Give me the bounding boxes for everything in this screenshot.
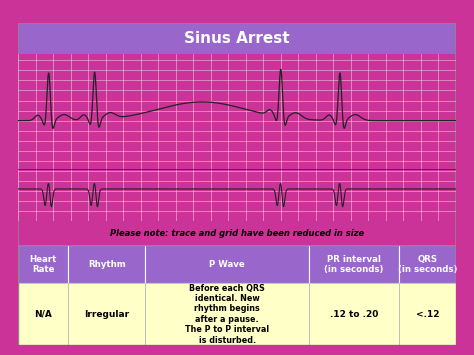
Text: P Wave: P Wave bbox=[209, 260, 245, 269]
Bar bbox=[68, 245, 145, 283]
Bar bbox=[309, 283, 399, 345]
Text: N/A: N/A bbox=[34, 310, 52, 319]
Bar bbox=[399, 245, 456, 283]
Text: Irregular: Irregular bbox=[84, 310, 129, 319]
Bar bbox=[399, 283, 456, 345]
Bar bbox=[68, 283, 145, 345]
Text: <.12: <.12 bbox=[416, 310, 439, 319]
Bar bbox=[18, 245, 68, 283]
Bar bbox=[18, 283, 68, 345]
Bar bbox=[145, 283, 309, 345]
Text: Heart
Rate: Heart Rate bbox=[29, 255, 57, 274]
Text: Rhythm: Rhythm bbox=[88, 260, 126, 269]
Text: .12 to .20: .12 to .20 bbox=[330, 310, 378, 319]
Text: PR interval
(in seconds): PR interval (in seconds) bbox=[325, 255, 384, 274]
Text: Sinus Arrest: Sinus Arrest bbox=[184, 31, 290, 46]
Bar bbox=[309, 245, 399, 283]
Bar bbox=[18, 23, 456, 54]
Text: QRS
(in seconds): QRS (in seconds) bbox=[398, 255, 457, 274]
Text: Please note: trace and grid have been reduced in size: Please note: trace and grid have been re… bbox=[110, 229, 364, 237]
Bar bbox=[145, 245, 309, 283]
Text: Before each QRS
identical. New
rhythm begins
after a pause.
The P to P interval
: Before each QRS identical. New rhythm be… bbox=[185, 284, 269, 345]
